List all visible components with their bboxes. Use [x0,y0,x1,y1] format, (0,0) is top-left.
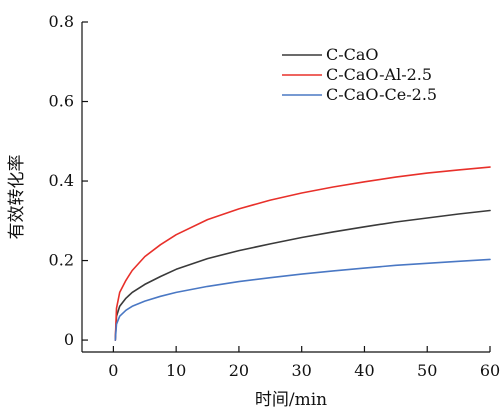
series-layer [114,166,491,341]
legend-label-2: C-CaO-Al-2.5 [326,65,432,84]
y-tick-label: 0.2 [49,251,74,270]
x-axis-title: 时间/min [255,390,327,410]
y-axis-title: 有效转化率 [7,155,27,240]
x-tick-label: 60 [480,361,500,380]
y-tick-label: 0.4 [49,171,74,190]
series-line-1 [114,209,491,341]
x-tick-label: 40 [354,361,374,380]
y-tick-label: 0.8 [49,12,74,31]
legend-label-3: C-CaO-Ce-2.5 [326,85,437,104]
y-tick-label: 0.6 [49,92,74,111]
x-tick-label: 50 [417,361,437,380]
series-line-2 [114,166,491,341]
x-tick-label: 10 [166,361,186,380]
x-tick-label: 20 [229,361,249,380]
series-line-3 [114,258,491,341]
x-tick-label: 30 [292,361,312,380]
y-tick-label: 0 [64,330,74,349]
legend-label-1: C-CaO [326,45,379,64]
axes: 0 0.2 0.4 0.6 0.8 0 10 20 30 40 50 60 [49,12,501,380]
x-tick-label: 0 [108,361,118,380]
